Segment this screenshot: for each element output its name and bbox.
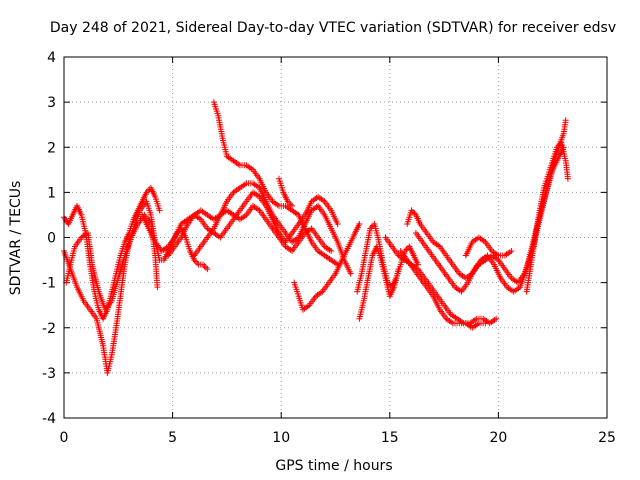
x-tick-label: 0	[60, 430, 69, 446]
series-arc-15	[462, 234, 515, 259]
y-tick-label: 1	[47, 185, 56, 201]
data-point-markers	[276, 175, 296, 209]
chart-title: Day 248 of 2021, Sidereal Day-to-day VTE…	[50, 20, 616, 36]
x-tick-label: 10	[272, 430, 290, 446]
series-arc-17	[276, 175, 296, 209]
x-tick-label: 15	[381, 430, 399, 446]
y-tick-label: -3	[42, 366, 56, 382]
plot-area	[61, 99, 571, 376]
series-arc-12	[397, 248, 489, 331]
series-arc-4	[139, 189, 341, 254]
series-arc-7	[191, 202, 335, 259]
y-tick-label: 4	[47, 50, 56, 66]
data-point-markers	[139, 189, 341, 254]
series-arc-10	[356, 243, 402, 322]
plot-frame	[63, 56, 608, 419]
x-tick-label: 5	[168, 430, 177, 446]
data-point-markers	[397, 248, 489, 331]
data-point-markers	[356, 243, 402, 322]
data-point-markers	[462, 234, 515, 259]
series-arc-16	[523, 139, 571, 295]
data-point-markers	[291, 221, 363, 313]
data-point-markers	[191, 202, 335, 259]
x-tick-label: 25	[598, 430, 616, 446]
y-tick-label: -4	[42, 411, 56, 427]
series-arc-8	[291, 221, 363, 313]
y-tick-label: 3	[47, 95, 56, 111]
series-arc-5	[165, 180, 354, 277]
data-point-markers	[523, 139, 571, 295]
y-tick-label: -2	[42, 321, 56, 337]
y-axis-label: SDTVAR / TECUs	[8, 181, 24, 296]
y-tick-label: 2	[47, 140, 56, 156]
data-point-markers	[165, 180, 354, 277]
y-tick-label: -1	[42, 276, 56, 292]
x-tick-label: 20	[489, 430, 507, 446]
y-tick-label: 0	[47, 231, 56, 247]
x-axis-label: GPS time / hours	[275, 458, 392, 474]
